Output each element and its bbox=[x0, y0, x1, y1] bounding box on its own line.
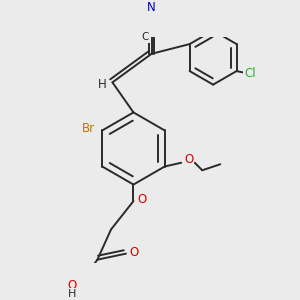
Text: N: N bbox=[147, 1, 156, 14]
Text: Br: Br bbox=[82, 122, 95, 135]
Text: H: H bbox=[98, 78, 106, 91]
Text: H: H bbox=[68, 289, 76, 299]
Text: O: O bbox=[138, 193, 147, 206]
Text: Cl: Cl bbox=[244, 67, 256, 80]
Text: C: C bbox=[142, 32, 149, 42]
Text: O: O bbox=[67, 279, 76, 292]
Text: O: O bbox=[130, 246, 139, 259]
Text: O: O bbox=[184, 153, 194, 166]
